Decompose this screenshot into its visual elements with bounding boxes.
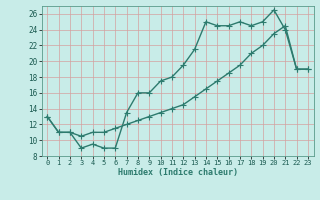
X-axis label: Humidex (Indice chaleur): Humidex (Indice chaleur): [118, 168, 237, 177]
